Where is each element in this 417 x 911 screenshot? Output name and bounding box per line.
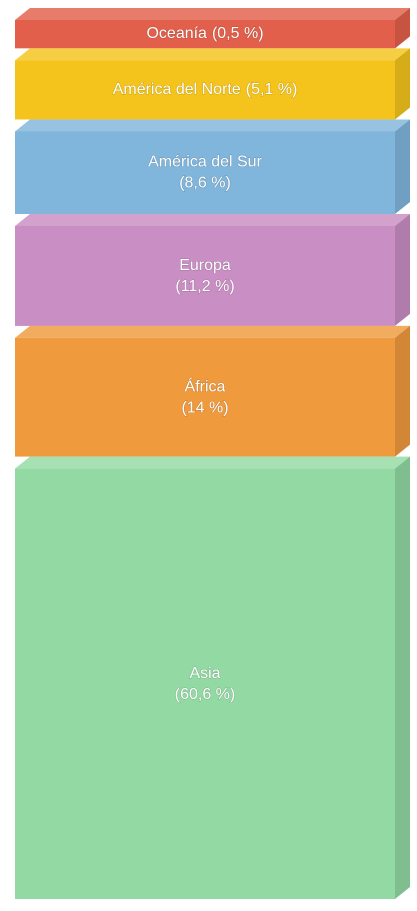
block-side-shade xyxy=(395,213,410,326)
block xyxy=(15,325,410,457)
block xyxy=(15,8,410,49)
category-name: América del Norte xyxy=(113,81,241,98)
block-side xyxy=(395,119,410,214)
block-side-shade xyxy=(395,119,410,214)
block-label: América del Norte (5,1 %) xyxy=(113,81,298,98)
block xyxy=(15,48,410,120)
block-top-shade xyxy=(15,48,410,61)
block-label: Asia (60,6 %) xyxy=(175,665,235,703)
block-top-shade xyxy=(15,119,410,132)
block-top xyxy=(15,48,410,61)
block-top xyxy=(15,8,410,20)
block-label: África (14 %) xyxy=(181,376,228,416)
block-front xyxy=(15,131,395,214)
block-label: América del Sur (8,6 %) xyxy=(148,154,262,192)
block-top xyxy=(15,325,410,338)
block-top xyxy=(15,119,410,132)
block-side-shade xyxy=(395,48,410,120)
block xyxy=(15,456,410,899)
block-side-shade xyxy=(395,456,410,899)
block-top-shade xyxy=(15,325,410,338)
block xyxy=(15,213,410,326)
block-side-shade xyxy=(395,8,410,49)
block xyxy=(15,119,410,214)
block-label: Europa (11,2 %) xyxy=(175,257,234,295)
block-top-shade xyxy=(15,456,410,469)
block-side xyxy=(395,8,410,49)
block-front xyxy=(15,225,395,326)
category-name: Asia xyxy=(189,665,220,682)
block-top-shade xyxy=(15,213,410,226)
block-top xyxy=(15,456,410,469)
value-label: (14 %) xyxy=(181,399,228,416)
value-label: (60,6 %) xyxy=(175,686,235,703)
block-side-shade xyxy=(395,325,410,457)
block-top xyxy=(15,213,410,226)
value-label: (11,2 %) xyxy=(175,278,234,295)
block-side xyxy=(395,456,410,899)
value-label: (0,5 %) xyxy=(212,25,264,42)
block-front xyxy=(15,337,395,457)
block-front xyxy=(15,20,395,49)
block-side xyxy=(395,213,410,326)
block-side xyxy=(395,48,410,120)
value-label: (8,6 %) xyxy=(179,175,231,192)
category-name: Oceanía xyxy=(146,25,207,42)
block-side xyxy=(395,325,410,457)
block-label: Oceanía (0,5 %) xyxy=(146,25,263,42)
block-front xyxy=(15,468,395,899)
block-front xyxy=(15,60,395,120)
category-name: Europa xyxy=(179,257,231,274)
value-label: (5,1 %) xyxy=(246,81,298,98)
category-name: América del Sur xyxy=(148,154,262,171)
block-top-shade xyxy=(15,8,410,20)
category-name: África xyxy=(185,376,226,395)
